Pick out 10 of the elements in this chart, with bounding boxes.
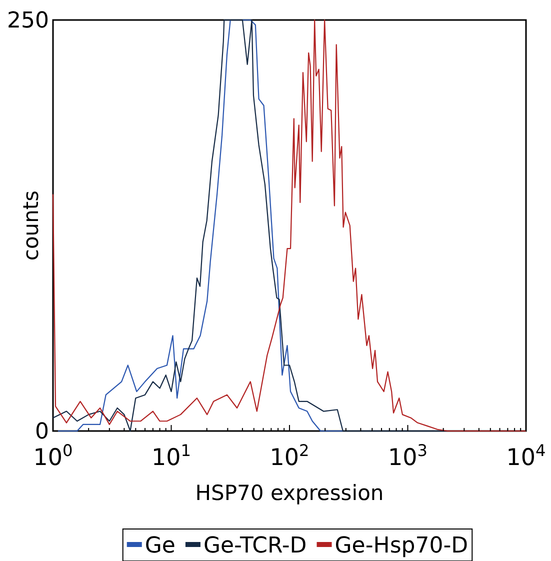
- y-axis-title: counts: [19, 190, 43, 261]
- x-tick-label: 10$^{2}$: [270, 440, 310, 471]
- y-tick-label: 250: [7, 8, 49, 34]
- x-tick-label: 10$^{1}$: [151, 440, 192, 471]
- legend-label: Ge: [144, 534, 176, 559]
- legend-label: Ge-TCR-D: [203, 534, 307, 559]
- x-tick-label: 10$^{4}$: [506, 440, 546, 471]
- x-axis-title: HSP70 expression: [195, 481, 384, 505]
- x-tick-label: 10$^{3}$: [388, 440, 428, 471]
- legend-label: Ge-Hsp70-D: [334, 534, 468, 559]
